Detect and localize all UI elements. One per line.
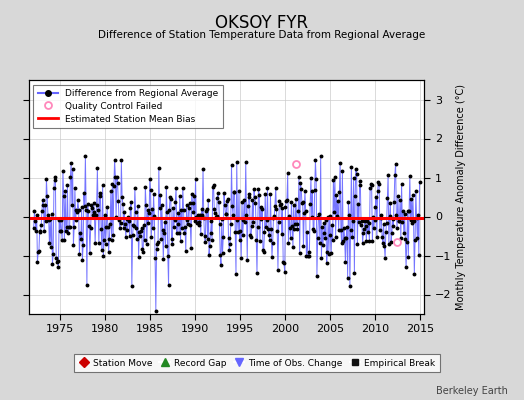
Y-axis label: Monthly Temperature Anomaly Difference (°C): Monthly Temperature Anomaly Difference (…: [455, 84, 465, 310]
Legend: Station Move, Record Gap, Time of Obs. Change, Empirical Break: Station Move, Record Gap, Time of Obs. C…: [74, 354, 440, 372]
Text: OKSOY FYR: OKSOY FYR: [215, 14, 309, 32]
Text: Berkeley Earth: Berkeley Earth: [436, 386, 508, 396]
Text: Difference of Station Temperature Data from Regional Average: Difference of Station Temperature Data f…: [99, 30, 425, 40]
Legend: Difference from Regional Average, Quality Control Failed, Estimated Station Mean: Difference from Regional Average, Qualit…: [34, 84, 223, 128]
